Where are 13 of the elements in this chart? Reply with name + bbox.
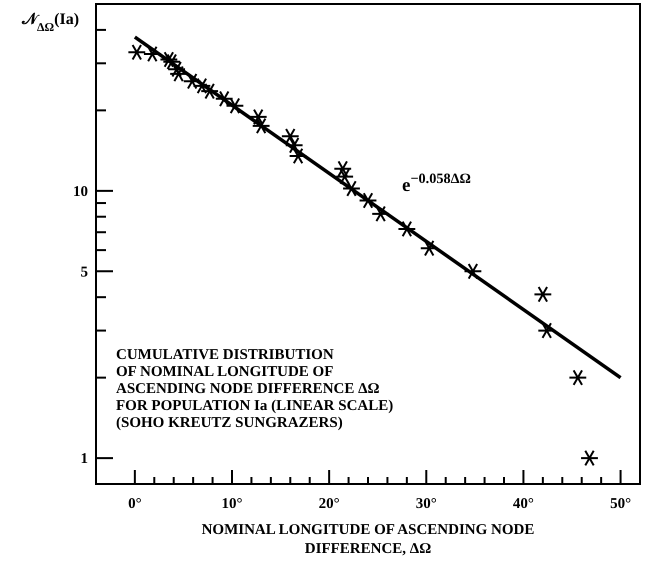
x-tick-label: 0° (128, 496, 142, 512)
annotation: e$^{−0.058ΔΩ}$ (402, 171, 471, 196)
x-tick-label: 30° (416, 496, 437, 512)
x-axis-title: NOMINAL LONGITUDE OF ASCENDING NODE DIFFERENCE, ΔΩ (202, 522, 534, 557)
y-tick-label: 10 (73, 184, 88, 200)
y-tick-label: 1 (80, 451, 88, 468)
annotation: CUMULATIVE DISTRIBUTION OF NOMINAL LONGITUDE OF ASCENDING NODE DIFFERENCE ΔΩ FOR POPULATION Ia (LINEAR SCALE) (SOHO KREUTZ SUNGRAZERS) (116, 347, 394, 431)
y-tick-label: 5 (80, 264, 88, 280)
x-tick-label: 10° (222, 496, 242, 512)
x-tick-label: 40° (512, 496, 534, 512)
y-axis-title: 𝒩$_{ΔΩ}$(Ia) (21, 11, 80, 34)
x-tick-label: 20° (318, 496, 340, 512)
x-tick-label: 50° (610, 496, 632, 512)
